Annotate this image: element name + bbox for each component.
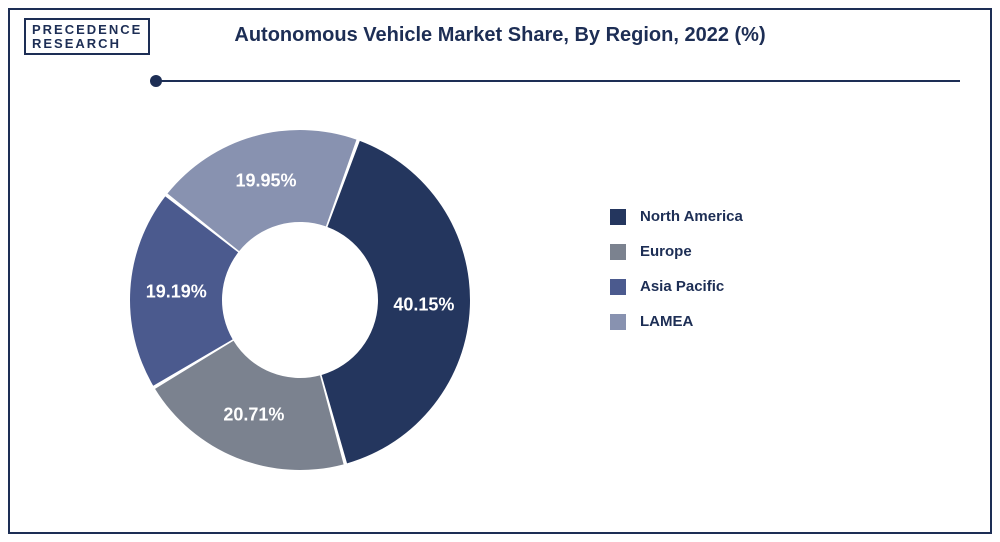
- legend-swatch-icon: [610, 209, 626, 225]
- slice-label-1: 20.71%: [223, 405, 284, 426]
- legend-item-2: Asia Pacific: [610, 278, 743, 295]
- rule-line: [156, 80, 960, 82]
- title-rule: [150, 74, 960, 88]
- legend: North America Europe Asia Pacific LAMEA: [610, 190, 743, 348]
- legend-swatch-icon: [610, 244, 626, 260]
- slice-label-3: 19.95%: [235, 170, 296, 191]
- legend-item-1: Europe: [610, 243, 743, 260]
- legend-item-0: North America: [610, 208, 743, 225]
- slice-label-0: 40.15%: [393, 294, 454, 315]
- legend-swatch-icon: [610, 279, 626, 295]
- legend-label: Asia Pacific: [640, 278, 724, 295]
- legend-swatch-icon: [610, 314, 626, 330]
- legend-item-3: LAMEA: [610, 313, 743, 330]
- donut-chart: 40.15% 20.71% 19.19% 19.95%: [70, 110, 530, 490]
- legend-label: LAMEA: [640, 313, 693, 330]
- legend-label: North America: [640, 208, 743, 225]
- legend-label: Europe: [640, 243, 692, 260]
- chart-title: Autonomous Vehicle Market Share, By Regi…: [0, 24, 1000, 47]
- slice-label-2: 19.19%: [146, 282, 207, 303]
